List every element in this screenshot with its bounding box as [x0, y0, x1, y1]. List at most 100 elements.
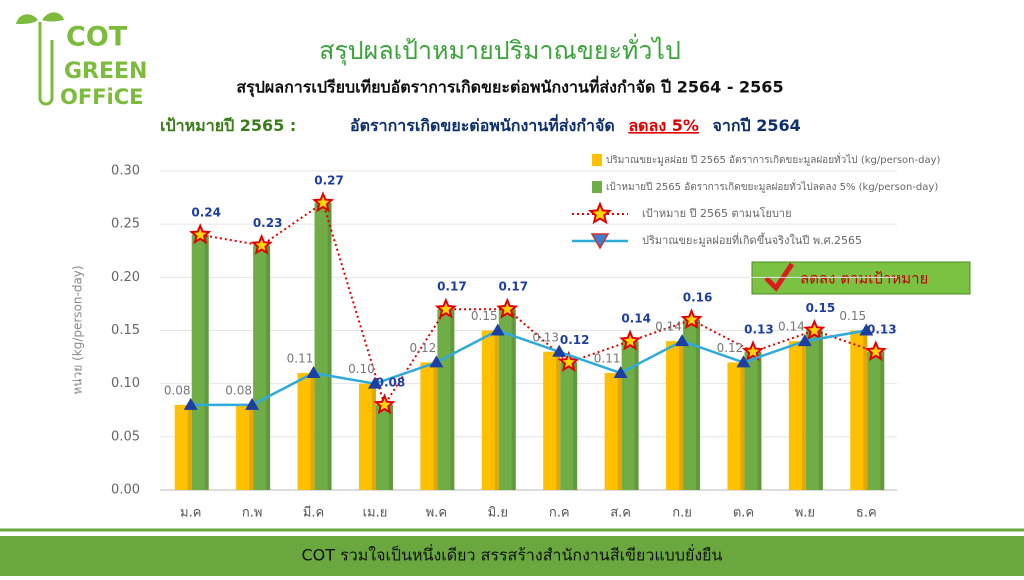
- bar: [621, 341, 639, 490]
- star-marker: [864, 340, 887, 362]
- data-label: 0.08: [225, 383, 252, 397]
- data-label: 0.15: [806, 301, 836, 315]
- y-tick-label: 0.05: [111, 429, 140, 444]
- x-tick-label: เม.ย: [363, 506, 388, 521]
- bar-shade: [450, 309, 455, 490]
- data-label: 0.15: [471, 309, 498, 323]
- bar-shade: [266, 245, 271, 490]
- data-label: 0.10: [348, 362, 375, 376]
- bar-shade: [433, 362, 438, 490]
- logo-leaf: [16, 12, 64, 24]
- legend-swatch: [592, 154, 602, 166]
- bar: [498, 309, 516, 490]
- bar-shade: [818, 330, 823, 490]
- bar-shade: [634, 341, 639, 490]
- bar: [666, 341, 684, 490]
- star-marker: [189, 223, 212, 245]
- data-label: 0.12: [717, 341, 744, 355]
- data-label: 0.11: [594, 352, 621, 366]
- line: [190, 329, 867, 407]
- y-tick-label: 0.00: [111, 483, 140, 498]
- star-marker: [373, 393, 396, 415]
- bar-shade: [740, 362, 745, 490]
- bar: [174, 404, 192, 490]
- data-label: 0.16: [683, 290, 713, 304]
- bar: [481, 330, 499, 490]
- bar-shade: [801, 341, 806, 490]
- legend-swatch: [592, 181, 602, 193]
- data-label: 0.12: [410, 341, 437, 355]
- badge-text: ลดลง ตามเป้าหมาย: [800, 270, 928, 288]
- data-label: 0.08: [164, 383, 191, 397]
- bar: [867, 351, 885, 490]
- bar-shade: [556, 351, 561, 490]
- bar-shade: [494, 330, 499, 490]
- data-label: 0.12: [560, 333, 590, 347]
- legend-label: เป้าหมายปี 2565 อัตราการเกิดขยะมูลฝอยทั่…: [606, 179, 938, 193]
- star-marker: [557, 350, 580, 372]
- bar: [805, 330, 823, 490]
- x-tick-label: ธ.ค: [856, 506, 877, 521]
- legend-swatch: [588, 201, 612, 225]
- triangle-marker: [797, 334, 812, 347]
- bar-shade: [388, 404, 393, 490]
- triangle-marker: [367, 376, 382, 389]
- data-label: 0.27: [314, 173, 344, 187]
- triangle-marker: [245, 397, 260, 410]
- y-tick-label: 0.25: [111, 217, 140, 232]
- star-marker: [803, 318, 826, 340]
- bar-shade: [511, 309, 516, 490]
- chart-title: สรุปผลเป้าหมายปริมาณขยะทั่วไป: [319, 33, 681, 66]
- badge: ลดลง ตามเป้าหมาย: [751, 261, 971, 295]
- bar: [560, 362, 578, 490]
- bar-shade: [880, 351, 885, 490]
- y-tick-label: 0.10: [111, 376, 140, 391]
- x-tick-label: มิ.ย: [488, 506, 508, 521]
- data-label: 0.15: [839, 309, 866, 323]
- star-marker: [434, 297, 457, 319]
- data-label: 0.17: [498, 280, 528, 294]
- bar: [253, 245, 271, 490]
- data-label: 0.23: [253, 216, 283, 230]
- y-axis-label: หน่วย (kg/person-day): [71, 265, 85, 394]
- star-marker: [741, 340, 764, 362]
- x-tick-label: ส.ค: [610, 506, 631, 521]
- data-label: 0.14: [621, 312, 651, 326]
- triangle-marker: [490, 323, 505, 336]
- bar: [604, 373, 622, 490]
- bar-shade: [204, 234, 209, 490]
- bar-shade: [187, 404, 192, 490]
- bar: [297, 373, 315, 490]
- x-tick-label: มี.ค: [303, 505, 324, 521]
- bar: [236, 404, 254, 490]
- badge-box: [751, 261, 971, 295]
- star-marker: [312, 191, 335, 213]
- data-label: 0.24: [191, 205, 221, 219]
- footer-bar: [0, 536, 1024, 576]
- bar: [744, 351, 762, 490]
- x-tick-label: พ.ค: [426, 506, 447, 521]
- triangle-marker: [429, 355, 444, 368]
- data-label: 0.14: [778, 320, 805, 334]
- y-tick-label: 0.20: [111, 270, 140, 285]
- bar: [543, 351, 561, 490]
- legend-label: เป้าหมาย ปี 2565 ตามนโยบาย: [642, 206, 792, 220]
- chart-subtitle: สรุปผลการเปรียบเทียบอัตราการเกิดขยะต่อพน…: [236, 76, 783, 98]
- logo-text: COT: [66, 22, 128, 53]
- data-label: 0.13: [867, 322, 897, 336]
- star-marker: [250, 233, 273, 255]
- star-marker: [680, 308, 703, 330]
- logo-clip: [38, 22, 54, 106]
- star-marker: [496, 297, 519, 319]
- footer-text: COT รวมใจเป็นหนึ่งเดียว สรรสร้างสำนักงาน…: [302, 544, 723, 565]
- bar: [683, 319, 701, 490]
- x-tick-label: พ.ย: [795, 506, 815, 521]
- logo: COT GREEN OFFiCE: [16, 12, 147, 109]
- bar: [727, 362, 745, 490]
- triangle-marker: [183, 397, 198, 410]
- logo-text: GREEN: [64, 59, 147, 84]
- bar-shade: [679, 341, 684, 490]
- triangle-marker: [552, 344, 567, 357]
- bar: [375, 404, 393, 490]
